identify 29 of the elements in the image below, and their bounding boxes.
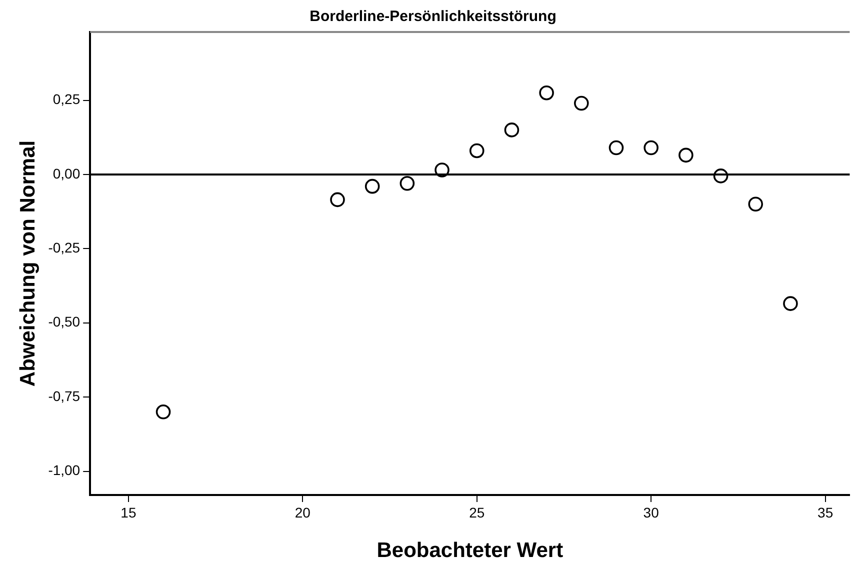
point [748, 196, 764, 212]
point [156, 404, 171, 420]
y-tick-label: -0,50 [48, 314, 80, 330]
point [574, 96, 589, 111]
y-tick-label: 0,25 [52, 91, 80, 108]
x-tick-label: 35 [818, 504, 834, 520]
point [469, 143, 484, 158]
point [783, 296, 798, 311]
point [644, 140, 658, 156]
y-tick-label: 0,00 [52, 165, 80, 182]
x-tick-label: 20 [294, 504, 311, 520]
y-tick-label: -0,25 [48, 240, 80, 256]
point [364, 178, 380, 194]
point [504, 122, 520, 138]
point [713, 168, 728, 184]
y-axis-title: Abweichung von Normal [16, 140, 40, 387]
point [678, 148, 694, 163]
chart-title: Borderline-Persönlichkeitsstörung [310, 8, 556, 26]
point [608, 140, 624, 156]
x-axis-title: Beobachteter Wert [376, 539, 564, 562]
point [539, 85, 554, 100]
x-tick-label: 25 [469, 504, 485, 520]
point [434, 162, 450, 178]
point [400, 176, 415, 191]
x-tick-label: 15 [120, 504, 136, 520]
point [330, 192, 345, 208]
y-tick-label: -1,00 [48, 462, 80, 478]
y-tick-label: -0,75 [48, 388, 80, 404]
x-tick-label: 30 [643, 504, 660, 520]
